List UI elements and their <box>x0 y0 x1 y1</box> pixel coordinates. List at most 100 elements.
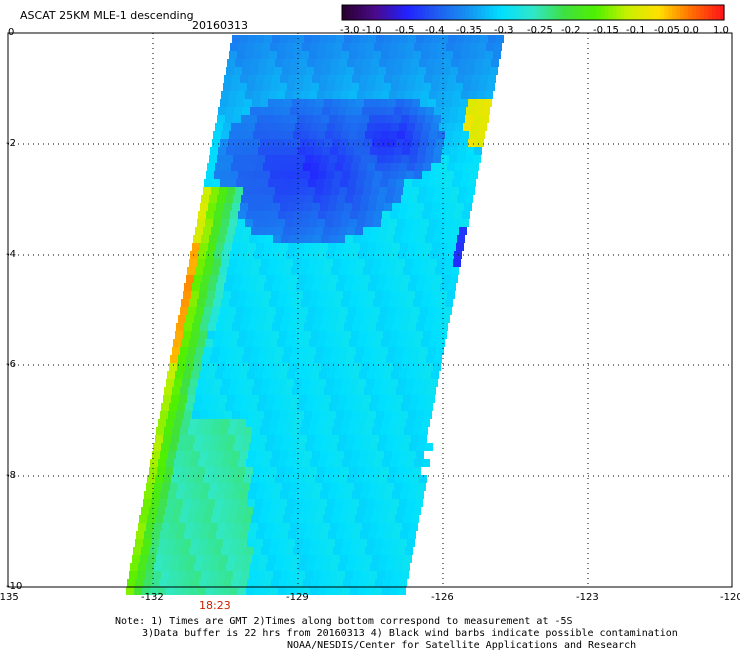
swath-cell <box>377 115 385 123</box>
swath-cell <box>154 523 162 531</box>
swath-cell <box>382 379 390 387</box>
swath-cell <box>247 123 255 131</box>
swath-cell <box>336 411 344 419</box>
swath-cell <box>129 571 137 579</box>
swath-cell <box>309 51 317 59</box>
swath-cell <box>448 203 456 211</box>
swath-cell <box>262 459 270 467</box>
swath-cell <box>256 531 264 539</box>
swath-cell <box>443 267 451 275</box>
swath-cell <box>255 163 263 171</box>
swath-cell <box>243 227 251 235</box>
swath-cell <box>320 75 328 83</box>
swath-cell <box>353 235 361 243</box>
swath-cell <box>402 563 410 571</box>
swath-cell <box>269 51 277 59</box>
swath-cell <box>357 131 365 139</box>
swath-cell <box>288 451 296 459</box>
swath-cell <box>493 51 501 59</box>
swath-cell <box>162 523 170 531</box>
swath-cell <box>262 251 270 259</box>
swath-cell <box>376 75 384 83</box>
swath-cell <box>316 555 324 563</box>
swath-cell <box>344 411 352 419</box>
colorbar-cell <box>485 5 490 20</box>
swath-cell <box>303 371 311 379</box>
swath-cell <box>415 163 423 171</box>
swath-cell <box>319 123 327 131</box>
swath-cell <box>156 427 164 435</box>
swath-cell <box>246 419 254 427</box>
swath-cell <box>433 155 441 163</box>
swath-cell <box>362 107 370 115</box>
swath-cell <box>229 219 237 227</box>
swath-cell <box>355 187 363 195</box>
swath-cell <box>366 251 374 259</box>
colorbar-cell <box>688 5 693 20</box>
swath-cell <box>360 531 368 539</box>
swath-cell <box>157 507 165 515</box>
swath-cell <box>309 339 317 347</box>
swath-cell <box>281 571 289 579</box>
swath-cell <box>389 467 397 475</box>
swath-cell <box>285 467 293 475</box>
swath-cell <box>401 363 409 371</box>
swath-cell <box>259 267 267 275</box>
swath-cell <box>228 555 236 563</box>
swath-cell <box>219 187 227 195</box>
swath-cell <box>410 67 418 75</box>
swath-cell <box>381 339 389 347</box>
swath-cell <box>312 283 320 291</box>
swath-cell <box>363 227 371 235</box>
swath-cell <box>330 275 338 283</box>
colorbar-cell <box>421 5 427 20</box>
swath-cell <box>413 91 421 99</box>
swath-cell <box>395 227 403 235</box>
swath-cell <box>291 187 299 195</box>
swath-cell <box>155 515 163 523</box>
swath-cell <box>341 259 349 267</box>
swath-cell <box>371 475 379 483</box>
swath-cell <box>256 75 264 83</box>
swath-cell <box>304 491 312 499</box>
swath-cell <box>254 587 262 595</box>
swath-cell <box>370 355 378 363</box>
swath-cell <box>311 163 319 171</box>
swath-cell <box>424 243 432 251</box>
swath-cell <box>229 467 237 475</box>
swath-cell <box>385 155 393 163</box>
swath-cell <box>428 387 436 395</box>
swath-cell <box>215 291 223 299</box>
swath-cell <box>274 523 282 531</box>
swath-cell <box>332 347 340 355</box>
swath-cell <box>328 531 336 539</box>
swath-cell <box>380 387 388 395</box>
swath-cell <box>258 315 266 323</box>
swath-cell <box>219 515 227 523</box>
swath-cell <box>318 211 326 219</box>
swath-cell <box>430 211 438 219</box>
swath-cell <box>179 475 187 483</box>
swath-cell <box>373 547 381 555</box>
swath-cell <box>388 347 396 355</box>
swath-cell <box>300 307 308 315</box>
swath-cell <box>439 163 447 171</box>
colorbar-cell <box>696 5 701 20</box>
swath-cell <box>367 331 375 339</box>
swath-cell <box>397 339 405 347</box>
swath-cell <box>387 475 395 483</box>
swath-cell <box>180 307 188 315</box>
swath-cell <box>328 283 336 291</box>
swath-cell <box>241 571 249 579</box>
swath-cell <box>458 107 466 115</box>
swath-cell <box>310 171 318 179</box>
swath-cell <box>296 283 304 291</box>
swath-cell <box>170 523 178 531</box>
swath-cell <box>291 267 299 275</box>
swath-cell <box>251 435 259 443</box>
swath-cell <box>464 203 472 211</box>
swath-cell <box>273 443 281 451</box>
swath-cell <box>341 131 349 139</box>
swath-cell <box>272 323 280 331</box>
swath-cell <box>314 67 322 75</box>
